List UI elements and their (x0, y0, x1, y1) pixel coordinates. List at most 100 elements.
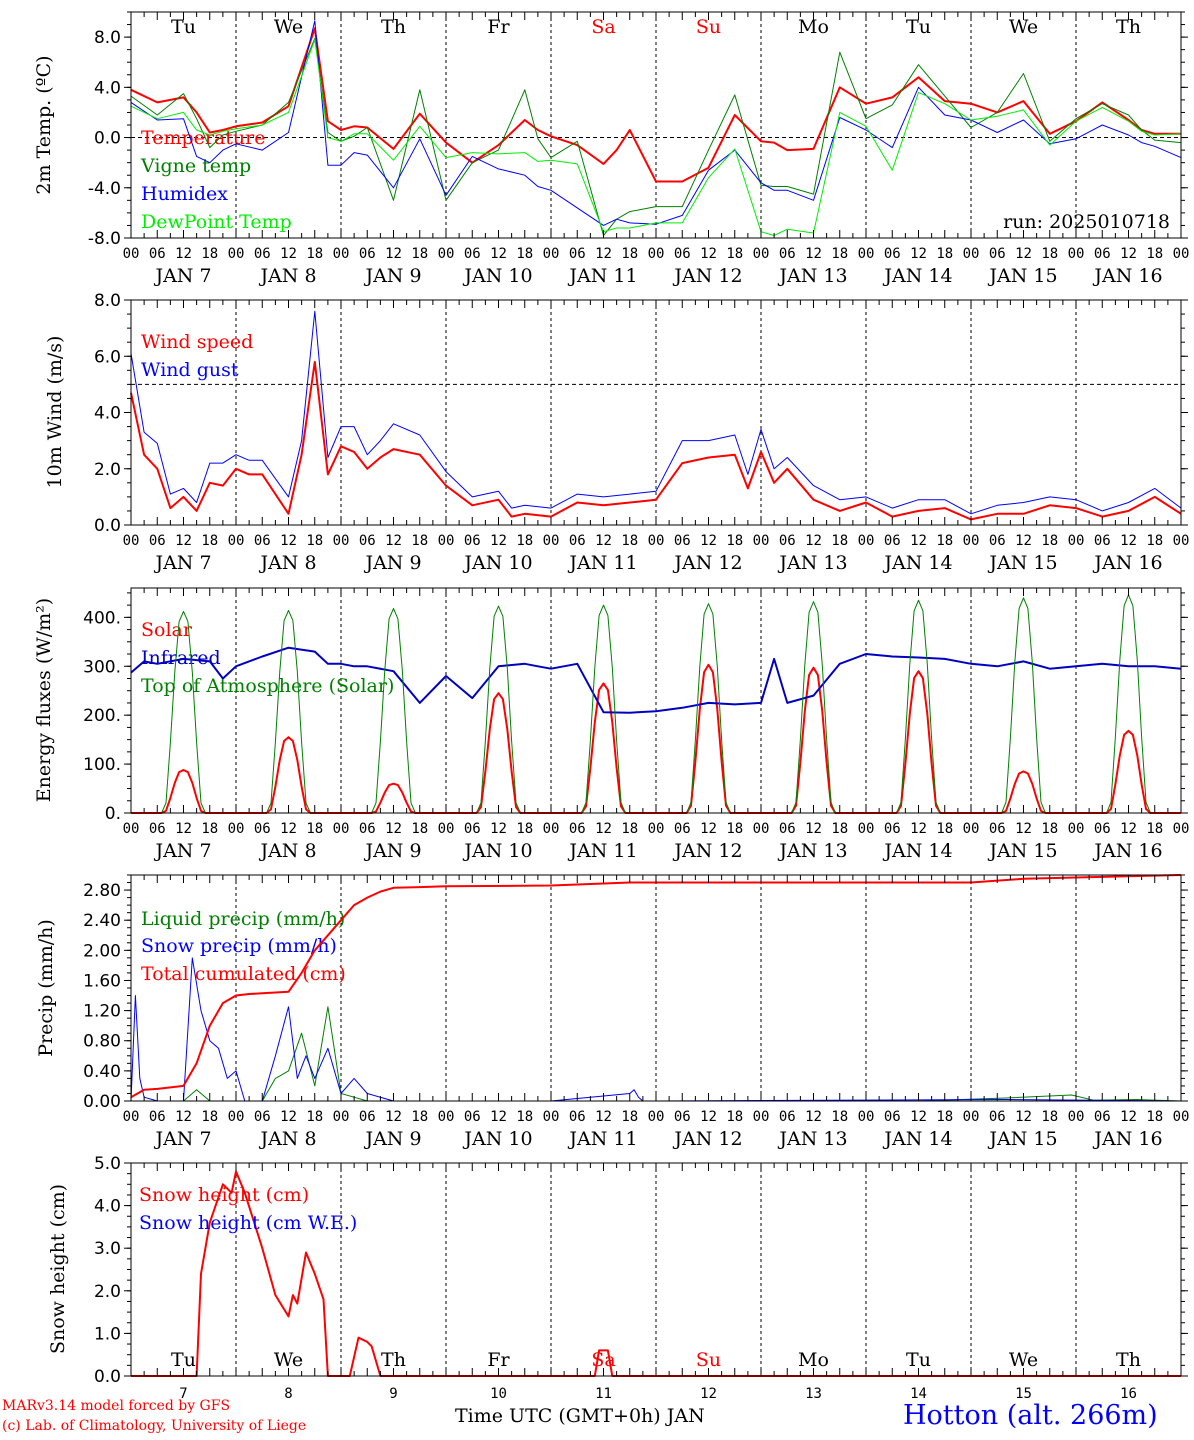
hour-label: 00 (543, 533, 560, 549)
hour-label: 06 (149, 821, 166, 837)
hour-label: 06 (1094, 1109, 1111, 1125)
date-label: JAN 12 (672, 840, 742, 862)
y-tick-label: 1.0 (94, 1324, 121, 1344)
panel-3: Solar Infrared Top of Atmosphere (Solar) 0.… (33, 587, 1189, 862)
date-label: JAN 14 (882, 265, 952, 287)
y-axis-label: Precip (mm/h) (35, 919, 57, 1057)
weekday-label: Th (1116, 1349, 1141, 1371)
hour-label: 12 (1015, 246, 1032, 262)
hour-label: 18 (831, 246, 848, 262)
hour-label: 12 (595, 533, 612, 549)
y-tick-label: 0.0 (94, 516, 121, 536)
series-line-1-4 (130, 39, 1182, 236)
weekday-label: We (1009, 16, 1038, 38)
hour-label: 18 (1041, 246, 1058, 262)
hour-label: 06 (359, 1109, 376, 1125)
y-tick-label: 0.40 (83, 1062, 121, 1082)
date-label: JAN 8 (258, 552, 316, 574)
hour-label: 12 (1120, 821, 1137, 837)
hour-label: 06 (1094, 246, 1111, 262)
legend-2-2: Wind gust (141, 359, 239, 381)
hour-label: 00 (228, 533, 245, 549)
y-tick-label: 100. (83, 755, 121, 775)
model-credit: MARv3.14 model forced by GFS (2, 1398, 231, 1414)
hour-label: 00 (753, 246, 770, 262)
hour-label: 06 (359, 533, 376, 549)
weekday-label: Th (381, 1349, 406, 1371)
hour-label: 18 (831, 533, 848, 549)
x-axis-label: Time UTC (GMT+0h) JAN (455, 1405, 705, 1427)
date-label: JAN 14 (882, 1128, 952, 1150)
y-tick-label: 2.0 (94, 1282, 121, 1302)
weekday-label: Tu (171, 16, 196, 38)
legend-1-3: Humidex (141, 183, 228, 205)
panel-2: Wind speed Wind gust 0.0 2.0 4.0 6.0 8.0 10m Wi… (44, 291, 1189, 574)
day-number: 12 (700, 1386, 717, 1402)
hour-label: 18 (516, 246, 533, 262)
hour-label: 18 (621, 1109, 638, 1125)
hour-label: 12 (280, 533, 297, 549)
y-tick-label: 8.0 (94, 291, 121, 311)
y-tick-label: 200. (83, 706, 121, 726)
date-label: JAN 15 (987, 840, 1057, 862)
hour-label: 12 (700, 533, 717, 549)
weekday-label: Mo (798, 1349, 829, 1371)
weekday-label: Tu (906, 16, 931, 38)
hour-label: 06 (989, 533, 1006, 549)
date-label: JAN 9 (363, 265, 421, 287)
hour-label: 00 (438, 246, 455, 262)
hour-label: 00 (753, 533, 770, 549)
weekday-label: We (1009, 1349, 1038, 1371)
hour-label: 12 (1015, 533, 1032, 549)
hour-label: 00 (543, 821, 560, 837)
date-label: JAN 15 (987, 1128, 1057, 1150)
date-label: JAN 13 (777, 1128, 847, 1150)
date-label: JAN 7 (153, 840, 211, 862)
hour-label: 18 (411, 246, 428, 262)
panel-5: Snow height (cm) Snow height (cm W.E.) 0.0… (47, 1154, 1188, 1402)
hour-label: 18 (411, 533, 428, 549)
date-label: JAN 9 (363, 840, 421, 862)
panel-4: Liquid precip (mm/h) Snow precip (mm/h) To… (35, 874, 1189, 1150)
date-label: JAN 7 (153, 265, 211, 287)
hour-label: 18 (306, 533, 323, 549)
hour-label: 18 (516, 821, 533, 837)
y-tick-label: 1.60 (83, 971, 121, 991)
y-tick-label: 6.0 (94, 347, 121, 367)
hour-label: 18 (306, 1109, 323, 1125)
hour-label: 12 (700, 1109, 717, 1125)
hour-label: 06 (884, 533, 901, 549)
date-label: JAN 8 (258, 1128, 316, 1150)
hour-label: 06 (149, 533, 166, 549)
hour-label: 18 (516, 1109, 533, 1125)
date-label: JAN 10 (462, 265, 532, 287)
hour-label: 18 (1041, 1109, 1058, 1125)
hour-label: 06 (149, 246, 166, 262)
hour-label: 06 (674, 1109, 691, 1125)
hour-label: 12 (490, 246, 507, 262)
series-line-4-2 (130, 957, 1182, 1102)
y-axis-label: Energy fluxes (W/m²) (33, 598, 55, 802)
hour-label: 12 (910, 1109, 927, 1125)
date-label: JAN 9 (363, 552, 421, 574)
hour-label: 18 (726, 821, 743, 837)
y-tick-label: 4.0 (94, 78, 121, 98)
date-label: JAN 16 (1092, 552, 1162, 574)
hour-label: 06 (464, 821, 481, 837)
legend-1-4: DewPoint Temp (141, 211, 292, 233)
hour-label: 12 (1120, 246, 1137, 262)
legend-1-2: Vigne temp (140, 155, 251, 177)
hour-label: 00 (543, 246, 560, 262)
hour-label: 06 (674, 821, 691, 837)
hour-label: 00 (228, 821, 245, 837)
hour-label: 06 (464, 1109, 481, 1125)
hour-label: 00 (543, 1109, 560, 1125)
date-label: JAN 15 (987, 552, 1057, 574)
date-label: JAN 11 (567, 840, 637, 862)
hour-label: 00 (858, 246, 875, 262)
series-line-4-3 (130, 874, 1182, 1099)
hour-label: 18 (936, 1109, 953, 1125)
date-label: JAN 11 (567, 552, 637, 574)
hour-label: 06 (674, 246, 691, 262)
hour-label: 18 (1146, 821, 1163, 837)
